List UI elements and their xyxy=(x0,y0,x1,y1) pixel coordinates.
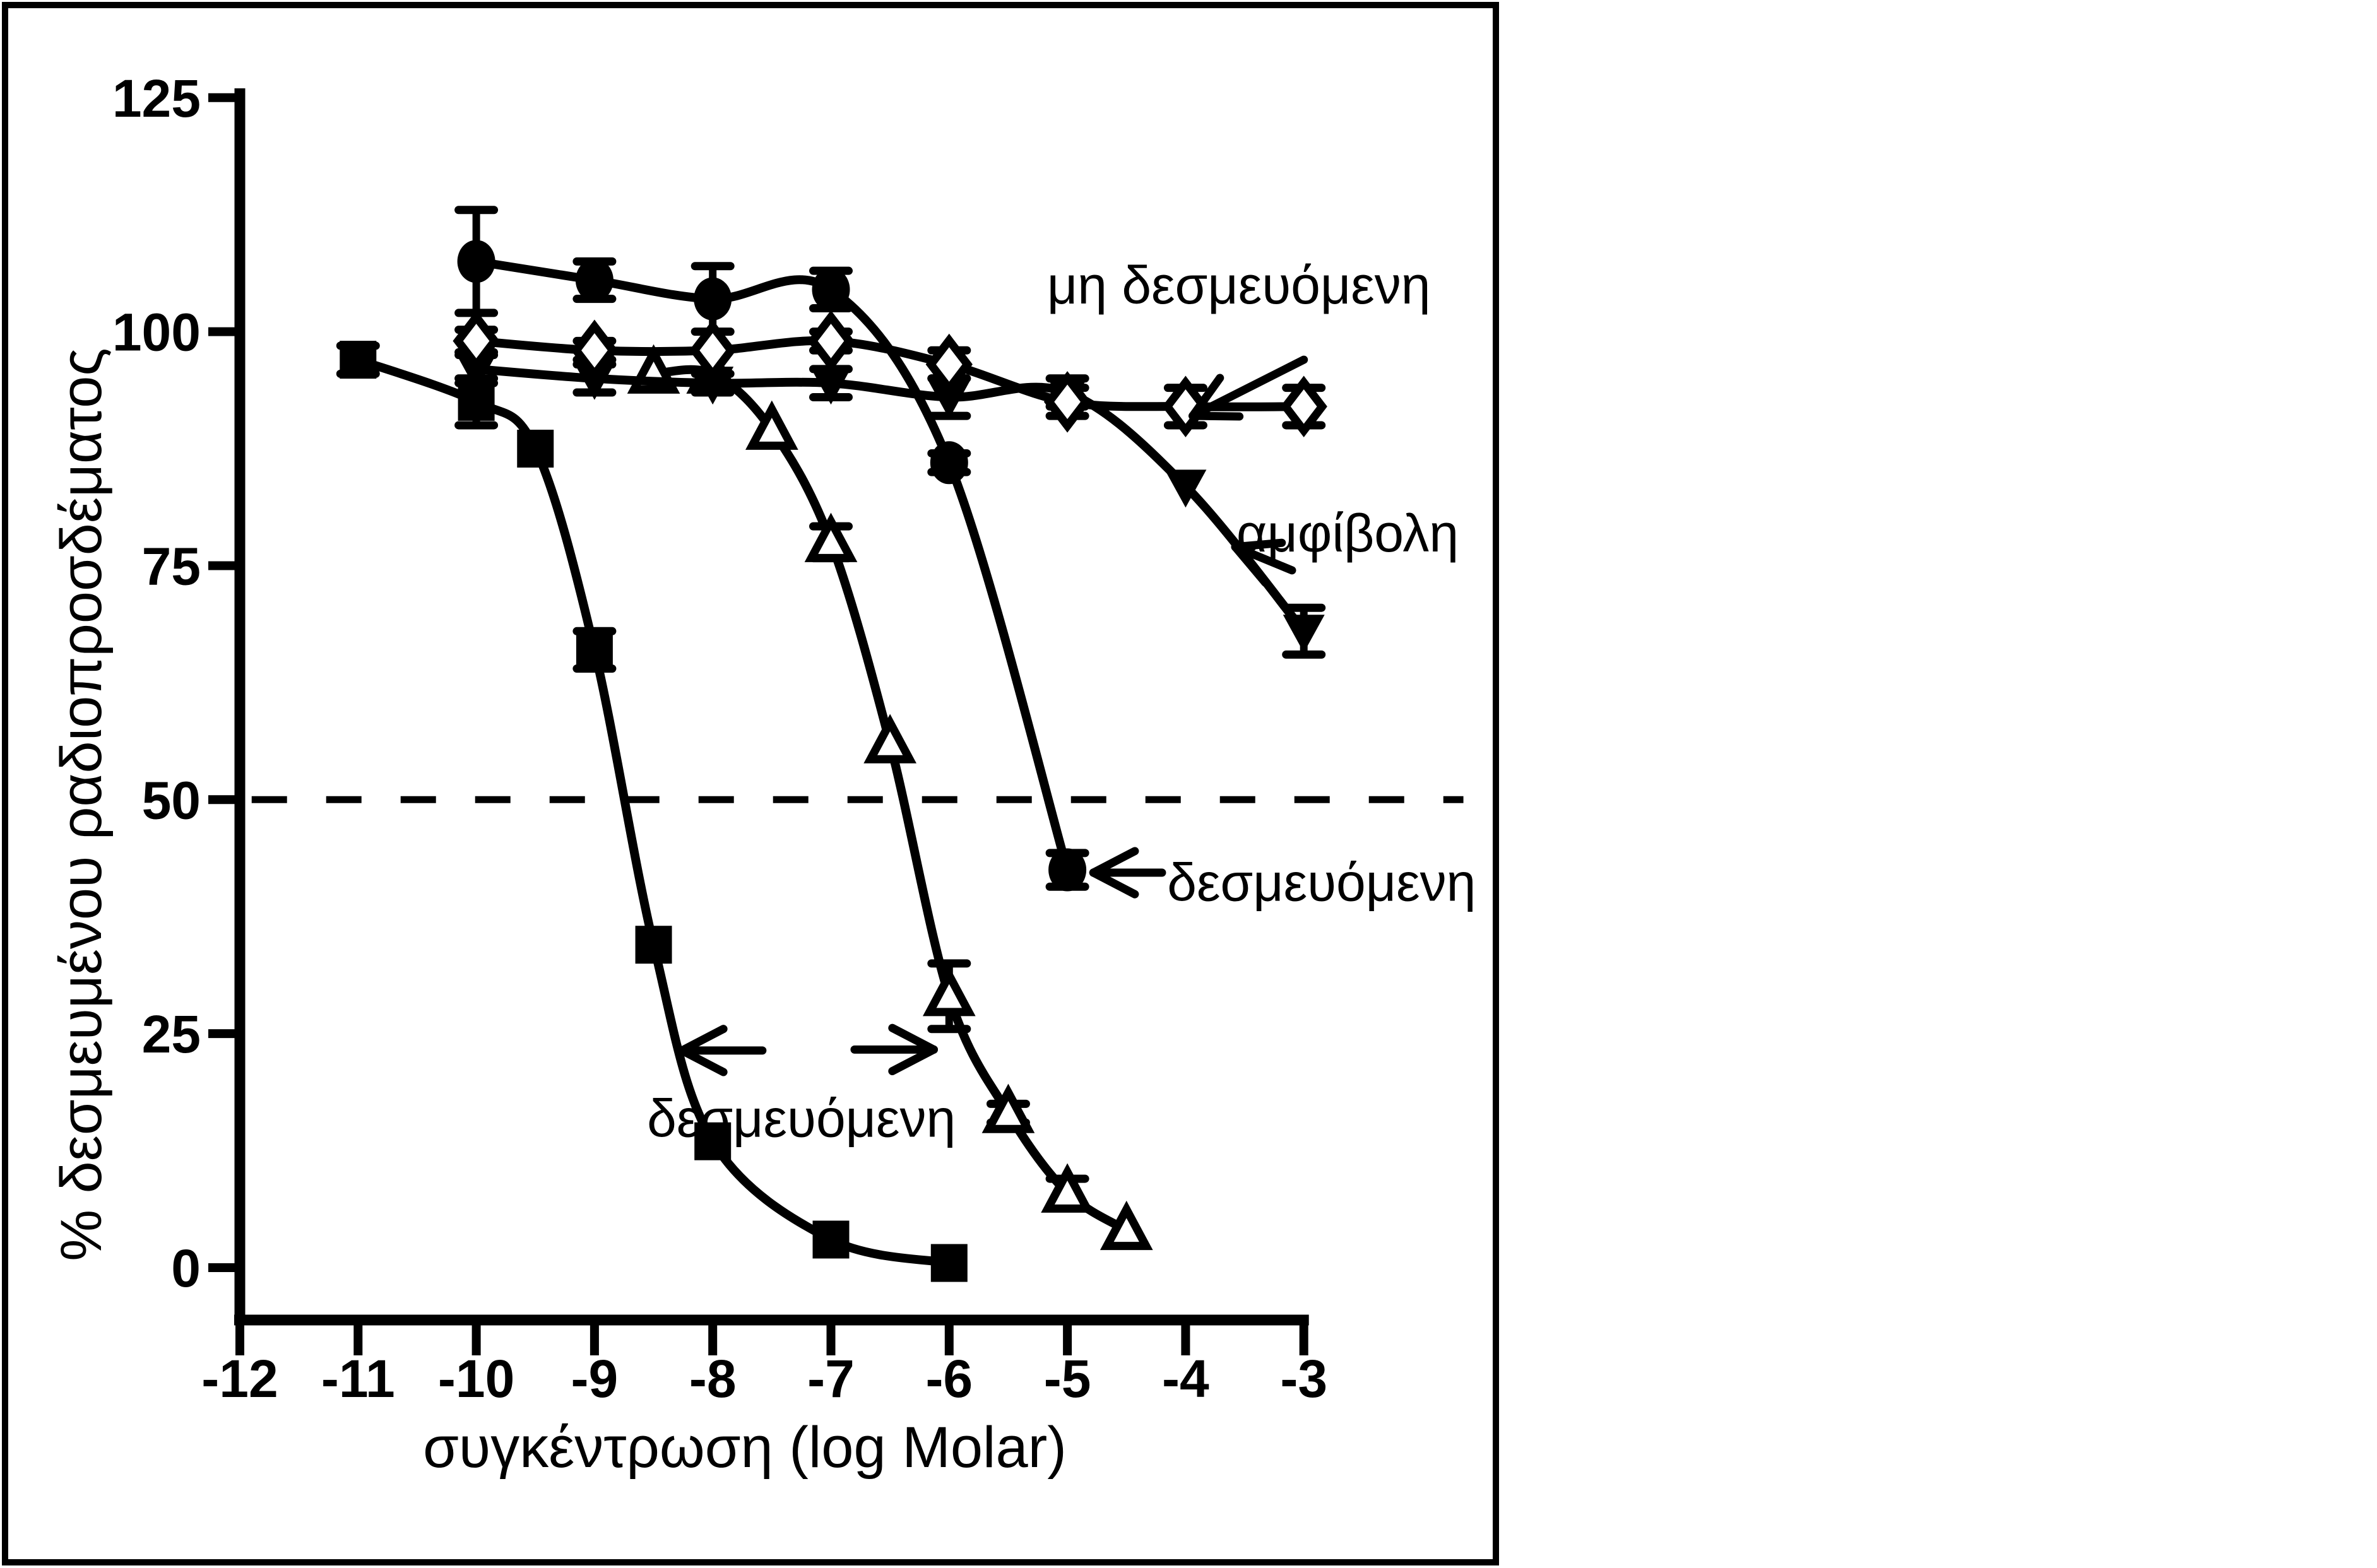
arrow-barb xyxy=(1089,847,1139,877)
y-tick-label: 100 xyxy=(112,303,201,362)
x-tick-label: -7 xyxy=(807,1349,855,1408)
marker-open-triangle-up xyxy=(1100,1200,1153,1251)
annotation-arrow xyxy=(850,1023,938,1076)
arrow-barb xyxy=(1188,374,1224,420)
marker-open-triangle-up xyxy=(804,512,858,562)
marker-filled-square xyxy=(930,1244,968,1282)
x-tick-label: -11 xyxy=(321,1349,395,1408)
x-tick-label: -4 xyxy=(1162,1349,1209,1408)
marker-open-triangle-up xyxy=(922,967,976,1017)
x-tick-label: -10 xyxy=(438,1349,514,1408)
marker-filled-triangle-down xyxy=(692,367,734,405)
x-tick-label: -6 xyxy=(925,1349,973,1408)
marker-open-triangle-up xyxy=(745,400,798,450)
annotation-arrow xyxy=(678,1025,767,1076)
x-tick-label: -5 xyxy=(1044,1349,1091,1408)
series-non-binding xyxy=(453,310,1327,437)
annotation-bound-low-label: δεσμευόμενη xyxy=(647,1023,956,1148)
marker-open-diamond xyxy=(453,310,500,372)
y-tick-label: 0 xyxy=(171,1239,201,1298)
marker-open-diamond xyxy=(689,319,737,381)
y-tick-label: 50 xyxy=(142,770,201,830)
series-bound-triangles xyxy=(627,344,1153,1251)
marker-open-diamond xyxy=(1043,371,1091,433)
arrow-barb xyxy=(1231,538,1286,551)
marker-filled-circle xyxy=(694,277,732,321)
annotation-bound-circles-label: δεσμευόμενη xyxy=(1089,847,1476,912)
arrow-barb xyxy=(888,1023,938,1054)
y-tick-label: 125 xyxy=(112,69,201,128)
y-tick-label: 25 xyxy=(142,1005,201,1064)
annotation-non-binding-label: μη δεσμευόμενη xyxy=(1047,256,1431,421)
marker-filled-circle xyxy=(1048,848,1087,892)
marker-filled-square xyxy=(694,1122,732,1160)
arrow-barb xyxy=(1089,868,1139,899)
marker-open-diamond xyxy=(807,310,855,372)
marker-filled-triangle-down xyxy=(810,367,852,405)
x-axis-title: συγκέντρωση (log Molar) xyxy=(423,1415,1067,1480)
figure-border xyxy=(2,2,1499,1565)
marker-filled-square xyxy=(812,1220,850,1259)
arrow-barb xyxy=(678,1046,728,1076)
arrow-shaft xyxy=(1231,543,1296,575)
marker-open-triangle-up xyxy=(981,1083,1035,1133)
annotation-ambiguous-label: αμφίβολη xyxy=(1231,504,1459,587)
arrow-barb xyxy=(678,1025,728,1055)
arrow-shaft xyxy=(1188,355,1308,420)
arrow-barb xyxy=(1231,543,1270,587)
marker-open-diamond xyxy=(925,333,973,396)
marker-filled-square xyxy=(340,341,377,379)
marker-open-triangle-up xyxy=(1041,1163,1094,1213)
marker-filled-circle xyxy=(457,240,495,283)
axes: 0 25 50 75 100 125 -12 -11 -10 -9 -8 -7 -6 -5 -4 -3 xyxy=(112,69,1327,1408)
series-bound-squares xyxy=(336,341,968,1282)
annotation-label: μη δεσμευόμενη xyxy=(1047,256,1431,315)
y-axis-title: % δεσμευμένου ραδιοπροσδέματος xyxy=(49,348,114,1261)
marker-filled-circle xyxy=(930,441,968,485)
curve-bound-squares xyxy=(356,355,951,1268)
x-tick-label: -8 xyxy=(689,1349,737,1408)
marker-open-triangle-up xyxy=(863,714,916,763)
annotation-label: δεσμευόμενη xyxy=(647,1088,956,1148)
marker-filled-triangle-down xyxy=(1283,615,1325,653)
annotation-label: δεσμευόμενη xyxy=(1167,853,1476,912)
marker-open-diamond xyxy=(571,319,619,381)
arrow-barb xyxy=(888,1045,938,1076)
marker-open-diamond xyxy=(1280,375,1327,437)
marker-filled-square xyxy=(517,430,554,468)
x-tick-label: -9 xyxy=(571,1349,619,1408)
x-tick-label: -3 xyxy=(1280,1349,1327,1408)
annotation-arrow xyxy=(1188,355,1308,421)
x-tick-label: -12 xyxy=(201,1349,278,1408)
marker-filled-circle xyxy=(812,268,850,311)
annotation-arrow xyxy=(1089,847,1166,899)
y-tick-label: 75 xyxy=(142,536,201,596)
marker-filled-circle xyxy=(575,259,614,302)
marker-filled-triangle-down xyxy=(928,380,970,419)
marker-filled-triangle-down xyxy=(1165,469,1207,508)
marker-filled-square xyxy=(635,926,672,964)
annotation-label: αμφίβολη xyxy=(1236,504,1459,563)
marker-filled-square xyxy=(576,630,613,669)
annotation-arrow xyxy=(1231,538,1296,587)
